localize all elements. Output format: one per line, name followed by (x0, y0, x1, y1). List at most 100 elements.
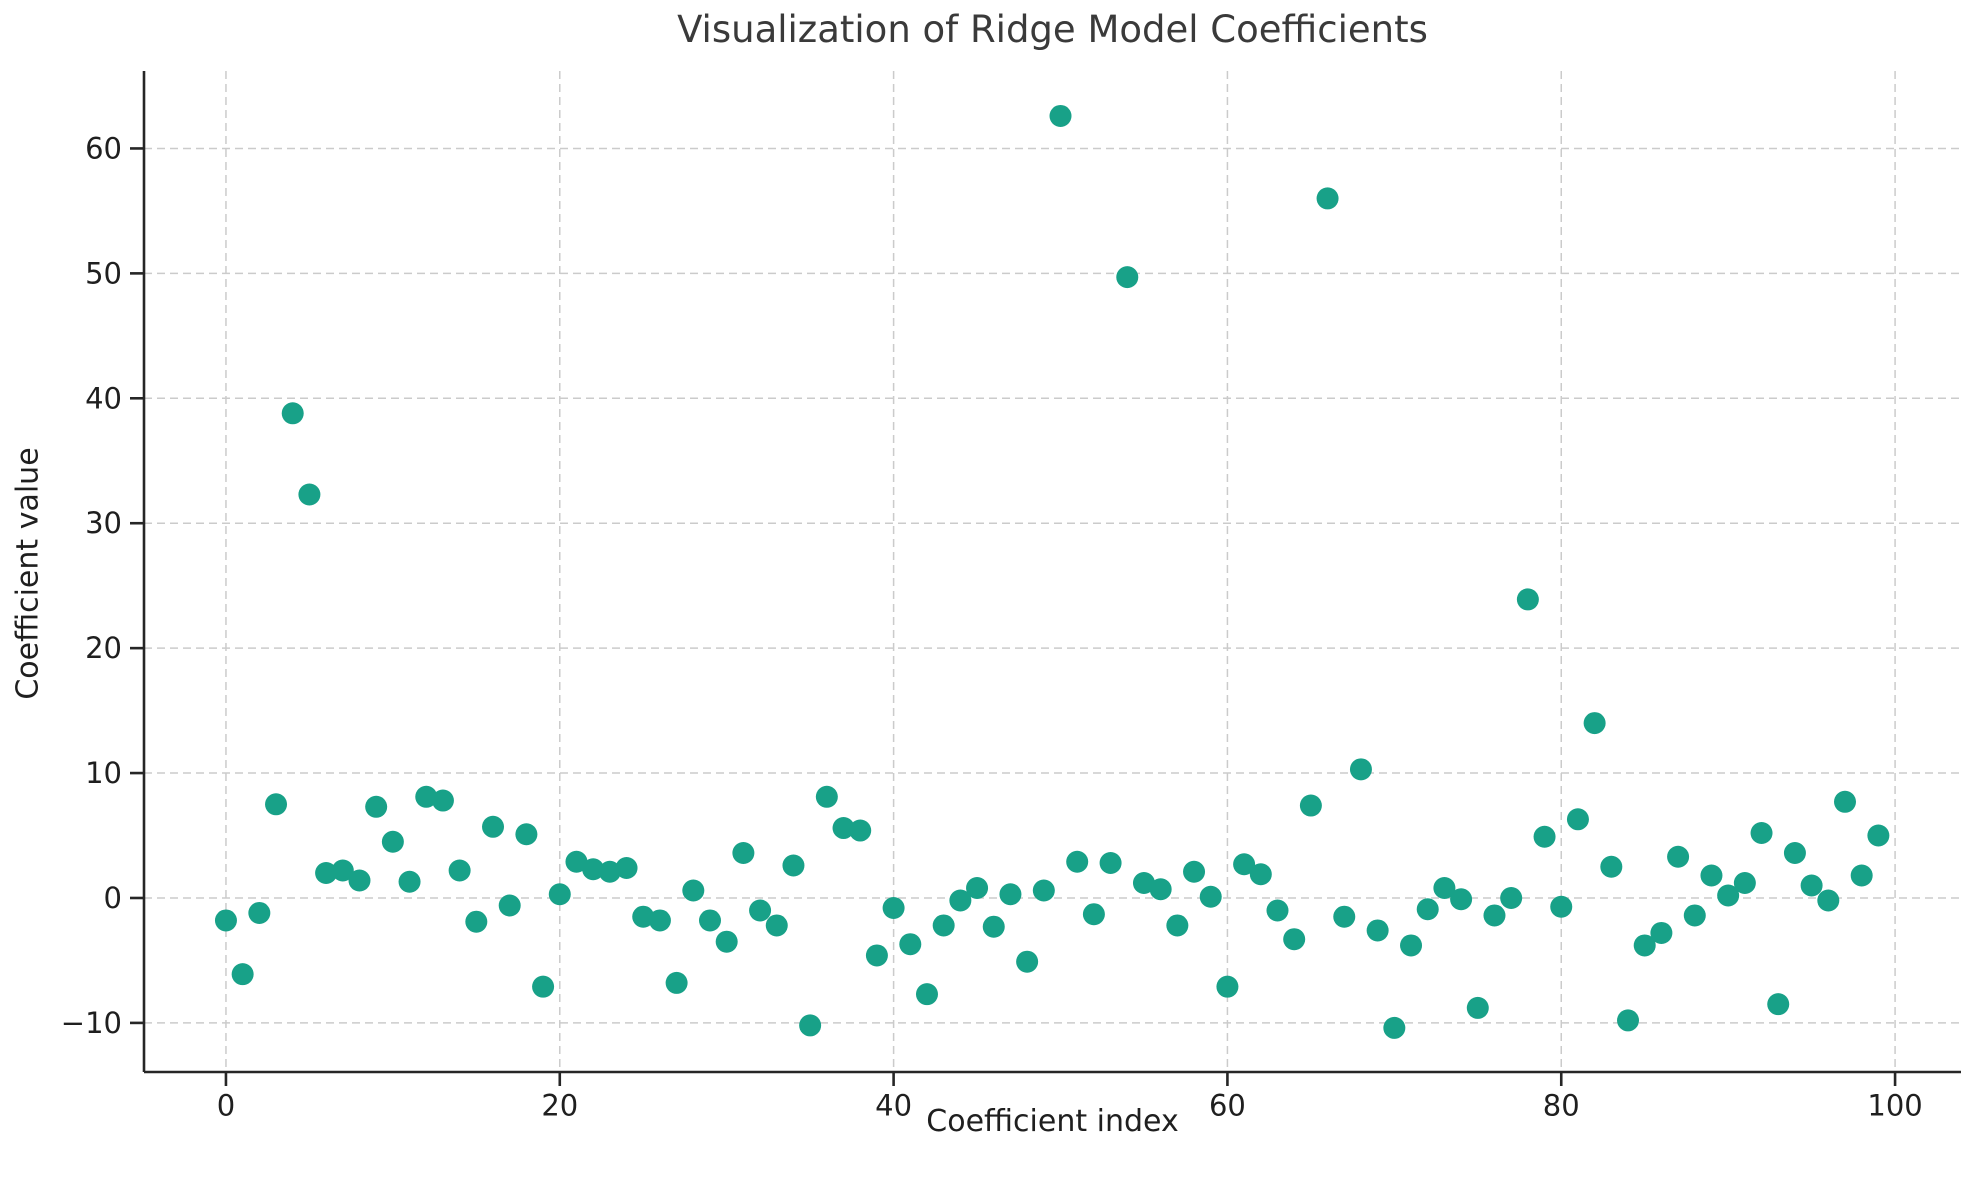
data-point (1116, 266, 1139, 289)
data-point (1266, 899, 1289, 922)
data-point (1683, 904, 1706, 927)
data-point (915, 983, 938, 1006)
data-point (932, 914, 955, 937)
data-point (1233, 853, 1256, 876)
data-point (365, 795, 388, 818)
data-point (1166, 914, 1189, 937)
data-point (231, 963, 254, 986)
x-tick-label: 100 (1867, 1089, 1922, 1123)
y-tick-label: −10 (61, 1006, 122, 1040)
data-point (1667, 845, 1690, 868)
x-tick-label: 60 (1209, 1089, 1246, 1123)
data-point (1416, 898, 1439, 921)
data-point (248, 901, 271, 924)
x-tick-label: 0 (217, 1089, 235, 1123)
data-point (832, 817, 855, 840)
data-point (999, 883, 1022, 906)
data-point (1049, 104, 1072, 127)
data-point (1066, 850, 1089, 873)
x-tick-label: 40 (875, 1089, 912, 1123)
data-point (281, 402, 304, 425)
data-point (1183, 860, 1206, 883)
data-point (1650, 921, 1673, 944)
data-point (749, 899, 772, 922)
data-point (448, 859, 471, 882)
data-point (482, 815, 505, 838)
y-tick-label: 40 (85, 381, 122, 415)
data-point (415, 785, 438, 808)
data-point (1433, 876, 1456, 899)
data-point (1349, 758, 1372, 781)
data-point (1833, 790, 1856, 813)
data-point (665, 971, 688, 994)
data-point (1533, 825, 1556, 848)
data-point (799, 1014, 822, 1037)
data-point (1199, 885, 1222, 908)
data-point (431, 789, 454, 812)
data-point (1483, 904, 1506, 927)
data-point (1600, 855, 1623, 878)
data-point (698, 909, 721, 932)
data-point (648, 909, 671, 932)
x-tick-label: 80 (1543, 1089, 1580, 1123)
data-point (265, 793, 288, 816)
data-point (214, 909, 237, 932)
data-point (765, 914, 788, 937)
data-point (465, 910, 488, 933)
y-tick-label: 0 (104, 881, 122, 915)
data-point (849, 819, 872, 842)
data-point (882, 896, 905, 919)
data-point (1617, 1009, 1640, 1032)
data-point (865, 944, 888, 967)
y-tick-label: 10 (85, 756, 122, 790)
data-point (1733, 871, 1756, 894)
data-point (1550, 895, 1573, 918)
data-point (1850, 864, 1873, 887)
x-axis-label: Coefficient index (926, 1104, 1179, 1139)
data-point (1817, 889, 1840, 912)
data-point (1016, 950, 1039, 973)
data-point (582, 858, 605, 881)
data-point (1383, 1016, 1406, 1039)
x-tick-label: 20 (541, 1089, 578, 1123)
data-point (899, 933, 922, 956)
data-point (398, 870, 421, 893)
data-point (565, 850, 588, 873)
data-point (1867, 824, 1890, 847)
data-point (1316, 187, 1339, 210)
y-tick-label: 50 (85, 256, 122, 290)
data-point (1333, 905, 1356, 928)
data-point (1249, 863, 1272, 886)
data-point (532, 975, 555, 998)
data-point (1099, 852, 1122, 875)
data-point (1750, 822, 1773, 845)
data-point (1032, 879, 1055, 902)
data-point (949, 889, 972, 912)
data-point (1149, 878, 1172, 901)
data-point (1767, 993, 1790, 1016)
data-point (632, 905, 655, 928)
y-tick-label: 60 (85, 131, 122, 165)
data-point (498, 894, 521, 917)
data-point (1500, 886, 1523, 909)
data-point (298, 483, 321, 506)
data-point (1400, 934, 1423, 957)
data-point (1132, 871, 1155, 894)
data-point (1583, 712, 1606, 735)
data-point (982, 915, 1005, 938)
data-point (1516, 588, 1539, 611)
data-point (1216, 975, 1239, 998)
data-point (348, 869, 371, 892)
data-point (1800, 874, 1823, 897)
data-point (732, 842, 755, 865)
data-point (548, 883, 571, 906)
data-point (315, 861, 338, 884)
data-point (715, 930, 738, 953)
chart-title: Visualization of Ridge Model Coefficient… (677, 8, 1428, 51)
data-point (782, 854, 805, 877)
data-point (682, 879, 705, 902)
y-tick-label: 20 (85, 631, 122, 665)
data-point (598, 860, 621, 883)
